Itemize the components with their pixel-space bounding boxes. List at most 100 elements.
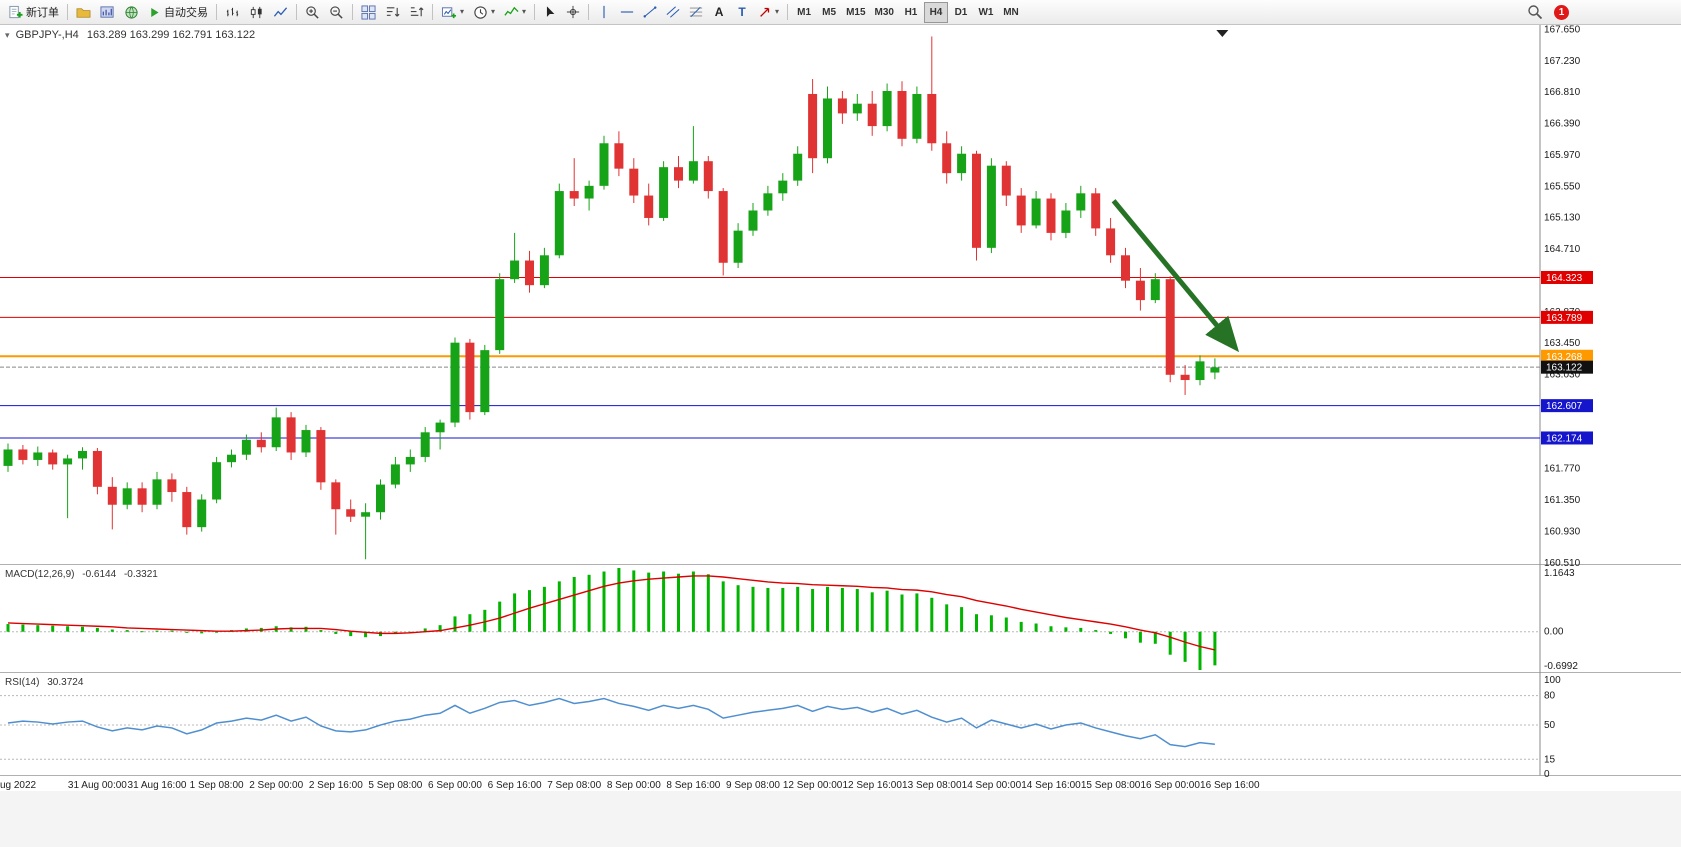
profiles-button[interactable] [72,2,95,23]
chevron-down-icon: ▾ [522,7,527,16]
label-tool-button[interactable]: T [731,2,753,23]
rsi-axis-label: 15 [1544,754,1556,765]
timeframe-h1-button[interactable]: H1 [899,2,923,23]
price-axis-label: 166.390 [1544,119,1581,130]
one-click-trading-toggle[interactable]: ▾ [5,30,10,40]
candle-body [748,210,758,231]
macd-histogram-bar [721,581,725,632]
price-axis-label: 163.450 [1544,338,1581,349]
macd-signal-line [7,575,1216,651]
fibonacci-button[interactable] [685,2,707,23]
time-axis-label: 5 Sep 08:00 [368,780,422,791]
fibonacci-icon [689,5,703,19]
horizontal-line-button[interactable] [616,2,638,23]
new-order-button[interactable]: 新订单 [4,2,63,23]
trend-arrow-annotation[interactable] [1111,199,1240,353]
candle-body [1061,210,1071,233]
line-chart-button[interactable] [269,2,292,23]
notification-badge[interactable]: 1 [1554,4,1569,20]
macd-histogram-bar [677,573,680,632]
time-axis-label: 8 Sep 00:00 [607,780,661,791]
crosshair-button[interactable] [562,2,584,23]
arrange-desc-button[interactable] [381,2,404,23]
new-chart-icon [441,5,457,20]
macd-histogram-bar [751,586,755,632]
navigator-button[interactable] [120,2,143,23]
macd-histogram-bar [1004,617,1008,632]
new-chart-button[interactable]: ▾ [437,2,468,23]
macd-histogram-bar [989,615,993,632]
autotrading-button[interactable]: 自动交易 [144,2,212,23]
timeframe-m5-button[interactable]: M5 [817,2,841,23]
chart-window[interactable]: 167.650 167.230 166.810 166.390 165.970 165.5… [0,25,1681,847]
candle-body [420,432,430,457]
macd-histogram-bar [662,571,666,632]
candle-body [852,103,862,114]
candle-body [614,143,624,169]
separator [432,4,433,20]
vertical-line-button[interactable] [593,2,615,23]
separator [67,4,68,20]
text-tool-icon: A [714,5,724,19]
price-axis-label: 164.710 [1544,244,1581,255]
timeframe-mn-button[interactable]: MN [999,2,1023,23]
macd-histogram-bar [110,629,114,632]
macd-histogram-bar [706,574,710,632]
macd-histogram-bar [811,589,815,632]
candle-body [1091,193,1101,229]
candle-body [510,260,520,280]
candle-body [227,454,236,463]
text-tool-button[interactable]: A [708,2,730,23]
macd-axis-label: -0.6992 [1544,661,1578,672]
candlestick-chart-button[interactable] [245,2,268,23]
candle-body [480,350,490,413]
timeframe-m15-button[interactable]: M15 [842,2,869,23]
macd-histogram-bar [1049,626,1053,632]
horizontal-price-lines[interactable] [0,276,1540,439]
time-axis-label: 15 Sep 08:00 [1081,780,1141,791]
price-badge [1541,270,1593,284]
arrows-tool-button[interactable]: ▾ [754,2,783,23]
market-watch-button[interactable] [96,2,119,23]
tile-windows-icon [361,4,376,20]
candle-body [554,191,564,256]
cursor-button[interactable] [539,2,561,23]
macd-histogram-bar [945,604,949,632]
chart-canvas[interactable]: 167.650 167.230 166.810 166.390 165.970 165.5… [0,25,1681,847]
macd-histogram-bar [1079,627,1083,632]
search-button[interactable] [1523,2,1547,23]
macd-histogram-bar [587,574,591,632]
candle-body [405,456,415,465]
macd-histogram-bar [840,587,844,632]
timeframe-m1-button[interactable]: M1 [792,2,816,23]
candle-body [18,449,28,460]
rsi-axis-label: 100 [1544,675,1561,686]
time-axis-label: 12 Sep 00:00 [783,780,843,791]
timeframe-m30-button[interactable]: M30 [871,2,898,23]
timeframe-d1-button[interactable]: D1 [949,2,973,23]
indicators-button[interactable]: ▾ [500,2,530,23]
timeframe-w1-button[interactable]: W1 [974,2,998,23]
tile-windows-button[interactable] [357,2,380,23]
macd-histogram-bar [66,626,70,632]
chart-shift-marker[interactable] [1216,30,1229,37]
candle-body [1121,255,1130,281]
arrange-asc-button[interactable] [405,2,428,23]
autotrading-label: 自动交易 [164,7,208,19]
bar-chart-button[interactable] [221,2,244,23]
macd-histogram-bar [423,628,427,632]
periods-button[interactable]: ▾ [469,2,499,23]
macd-histogram-bar [125,630,129,632]
rsi-panel [7,697,1215,748]
panel-frame [0,25,1681,776]
zoom-in-button[interactable] [301,2,324,23]
candle-body [182,492,192,528]
time-axis-label: 13 Sep 08:00 [902,780,962,791]
timeframe-h4-button[interactable]: H4 [923,1,948,23]
channel-button[interactable] [662,2,684,23]
zoom-out-button[interactable] [325,2,348,23]
price-axis-label: 165.550 [1544,181,1581,192]
macd-indicator-label: MACD(12,26,9) -0.6144 -0.3321 [5,569,158,580]
trendline-button[interactable] [639,2,661,23]
